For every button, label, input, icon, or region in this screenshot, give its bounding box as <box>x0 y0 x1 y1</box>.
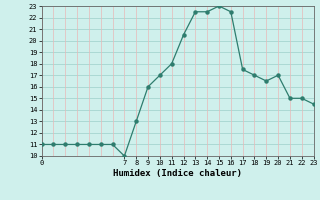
X-axis label: Humidex (Indice chaleur): Humidex (Indice chaleur) <box>113 169 242 178</box>
